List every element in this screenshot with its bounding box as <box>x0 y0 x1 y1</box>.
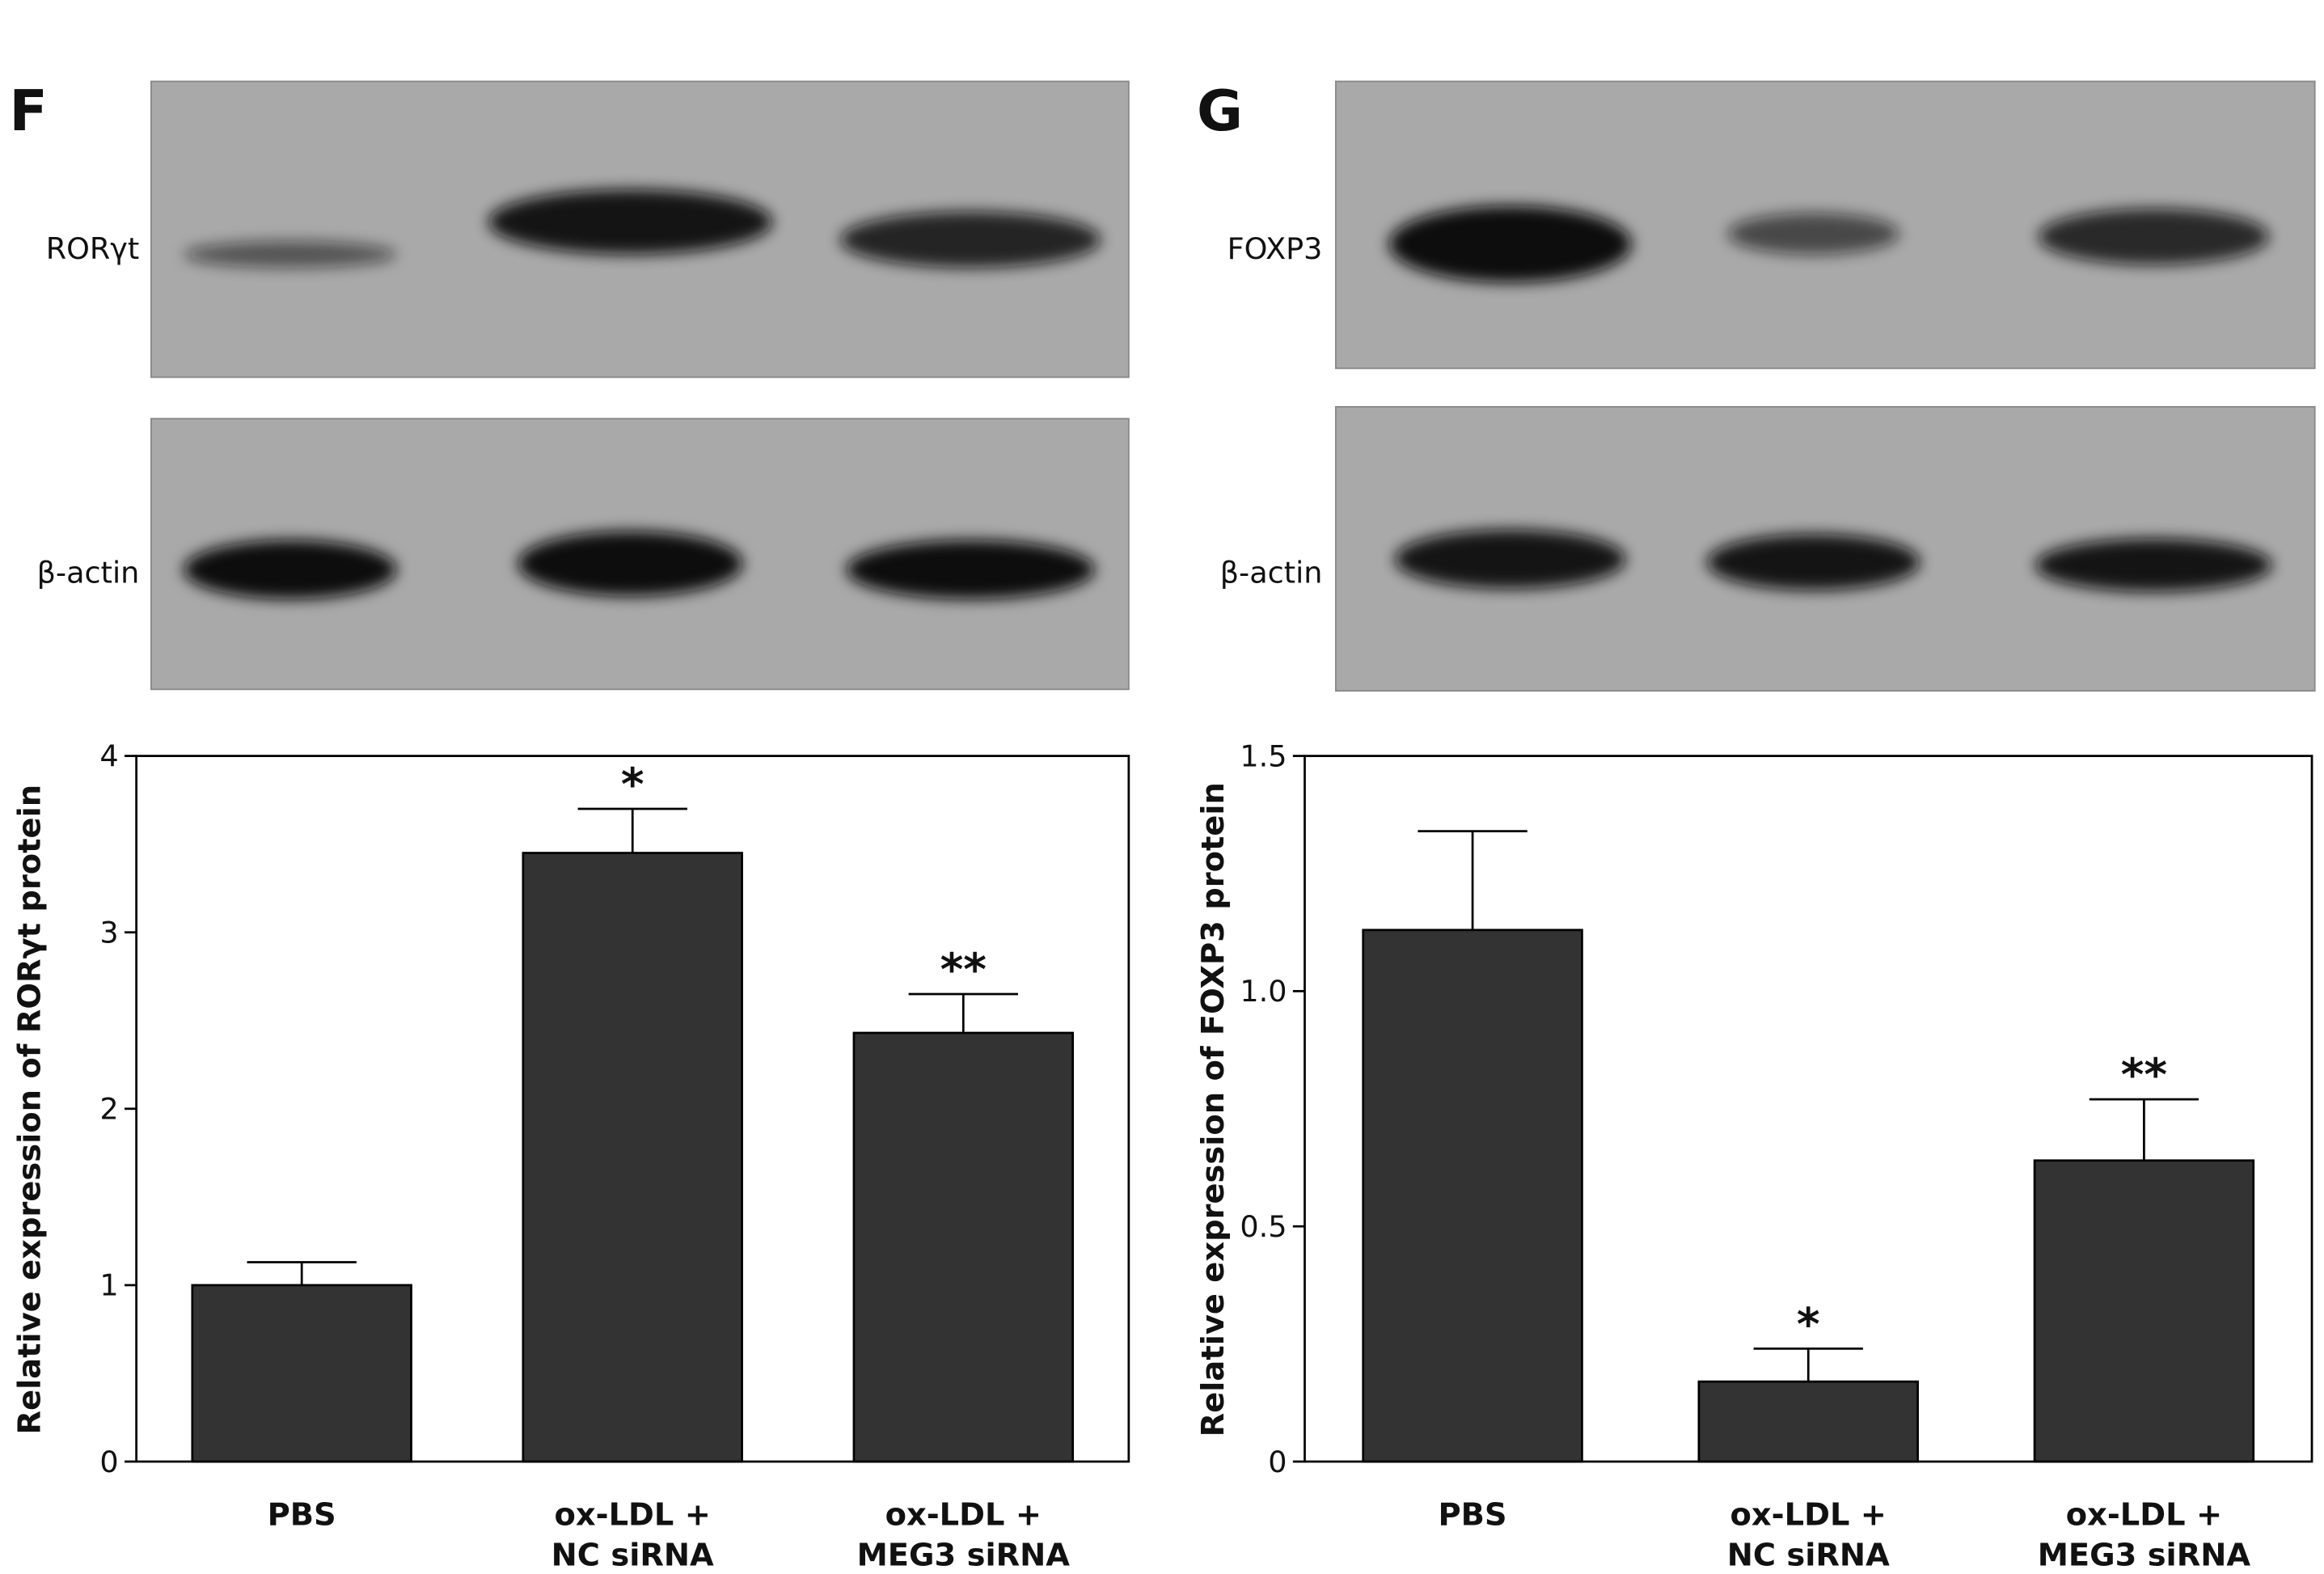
blot-band <box>184 241 397 269</box>
bar <box>2033 1159 2255 1463</box>
blot-band <box>488 189 773 255</box>
x-tick-label: PBS <box>268 1497 336 1534</box>
blot-band <box>1388 205 1632 283</box>
significance-mark: ** <box>2121 1049 2167 1101</box>
blot-label: RORγt <box>46 231 140 266</box>
x-tick-label: ox-LDL + NC siRNA <box>1727 1497 1890 1574</box>
blot-band <box>840 211 1101 269</box>
y-tick-label: 1.0 <box>1240 974 1287 1009</box>
significance-mark: * <box>621 759 644 810</box>
blot-band <box>2035 538 2272 592</box>
blot-band <box>1395 529 1626 589</box>
blot-band <box>184 539 397 599</box>
bar <box>1362 929 1583 1463</box>
y-tick-label: 0 <box>99 1445 118 1479</box>
y-axis-label: Relative expression of RORγt protein <box>12 785 49 1435</box>
x-tick-label: ox-LDL + MEG3 siRNA <box>857 1497 1071 1574</box>
y-tick-label: 1 <box>99 1268 118 1303</box>
panel-label: F <box>9 78 47 144</box>
blot-band <box>1706 534 1920 590</box>
y-axis-label: Relative expression of FOXP3 protein <box>1195 782 1232 1436</box>
blot-band <box>518 531 743 597</box>
bar <box>852 1031 1075 1463</box>
blot-band <box>2038 208 2269 265</box>
y-tick-label: 4 <box>99 738 118 773</box>
blot-label: FOXP3 <box>1227 231 1323 266</box>
x-tick-label: ox-LDL + NC siRNA <box>551 1497 714 1574</box>
y-tick-label: 0 <box>1268 1445 1287 1479</box>
bar <box>522 852 743 1463</box>
significance-mark: ** <box>940 944 987 996</box>
blot-label: β-actin <box>1220 556 1323 590</box>
blot-band <box>1727 213 1899 255</box>
significance-mark: * <box>1797 1298 1820 1350</box>
bar <box>1697 1380 1919 1463</box>
blot-label: β-actin <box>37 556 140 590</box>
blot-band <box>846 539 1095 599</box>
y-tick-label: 0.5 <box>1240 1209 1287 1244</box>
bar <box>191 1284 412 1463</box>
x-tick-label: ox-LDL + MEG3 siRNA <box>2038 1497 2251 1574</box>
y-tick-label: 2 <box>99 1092 118 1127</box>
x-tick-label: PBS <box>1439 1497 1507 1534</box>
y-tick-label: 3 <box>99 915 118 950</box>
panel-label: G <box>1197 78 1243 144</box>
y-tick-label: 1.5 <box>1240 738 1287 773</box>
